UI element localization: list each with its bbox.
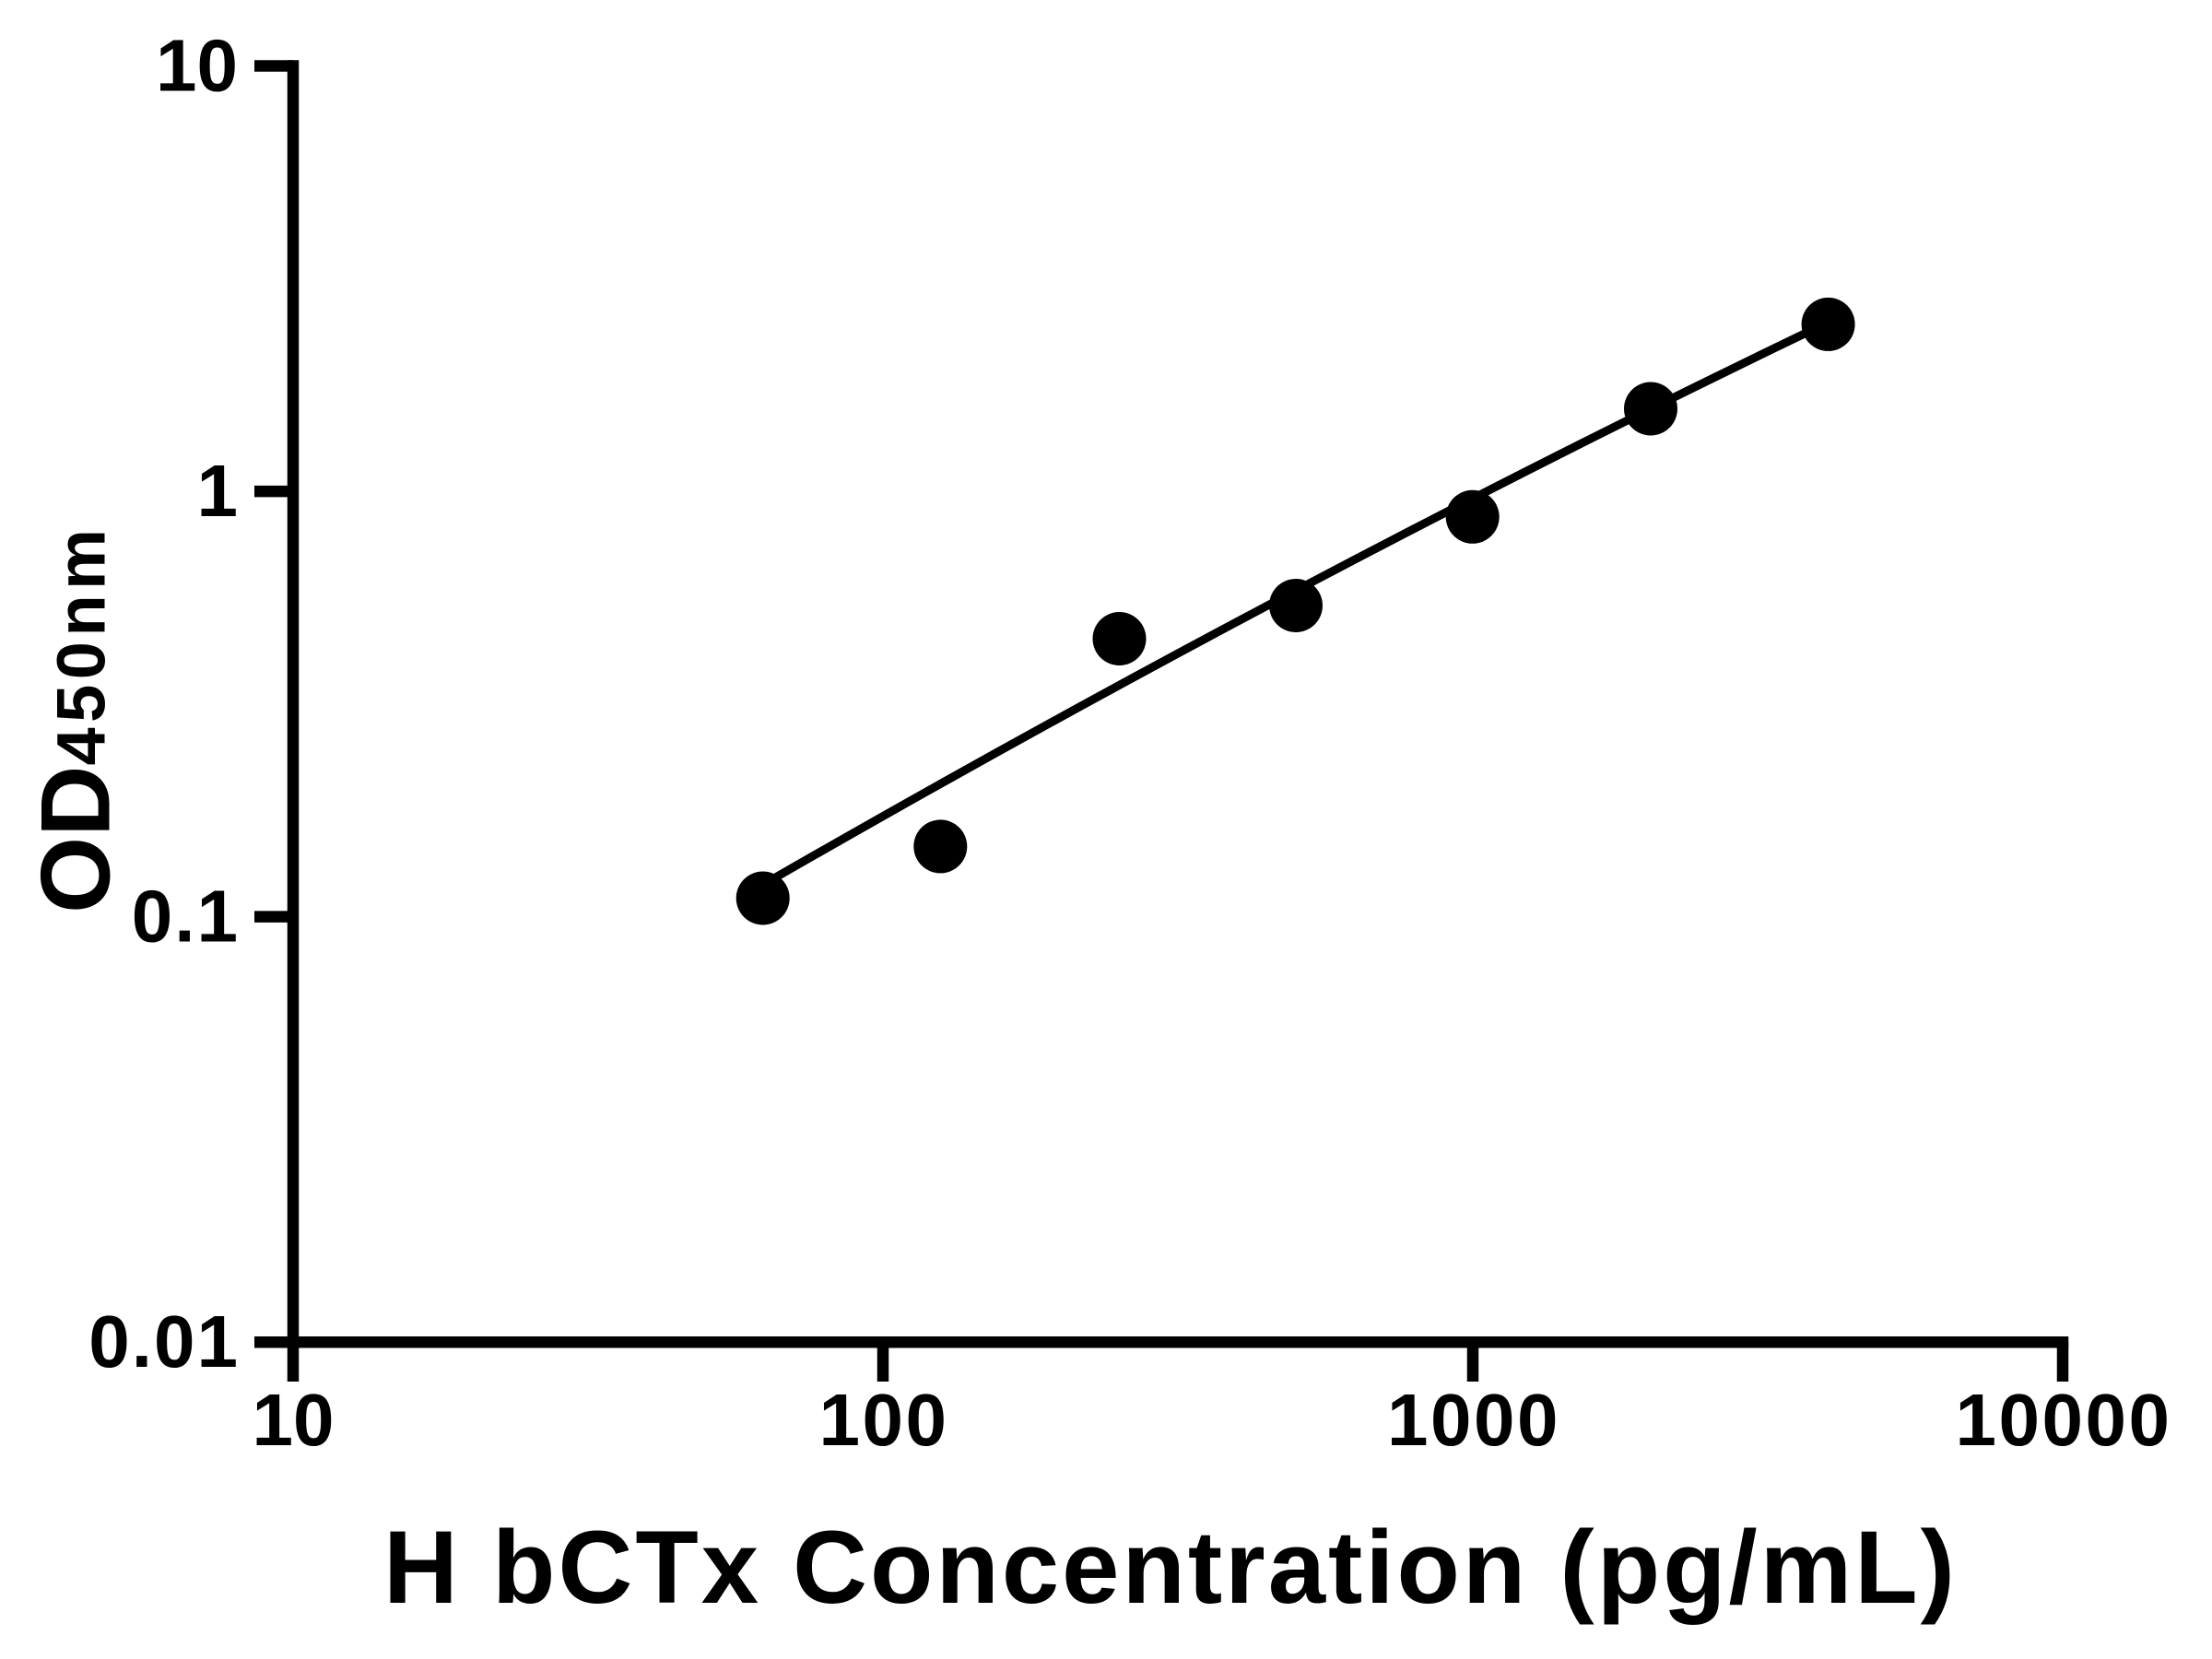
svg-text:10: 10 (156, 25, 238, 107)
svg-text:1: 1 (197, 450, 239, 532)
svg-text:1000: 1000 (1387, 1379, 1560, 1461)
svg-text:0.1: 0.1 (132, 876, 240, 958)
svg-text:10: 10 (253, 1379, 335, 1461)
svg-text:H bCTx Concentration (pg/mL): H bCTx Concentration (pg/mL) (383, 1510, 1958, 1625)
svg-text:100: 100 (819, 1379, 949, 1461)
svg-text:10000: 10000 (1956, 1379, 2172, 1461)
svg-text:0.01: 0.01 (88, 1300, 240, 1382)
